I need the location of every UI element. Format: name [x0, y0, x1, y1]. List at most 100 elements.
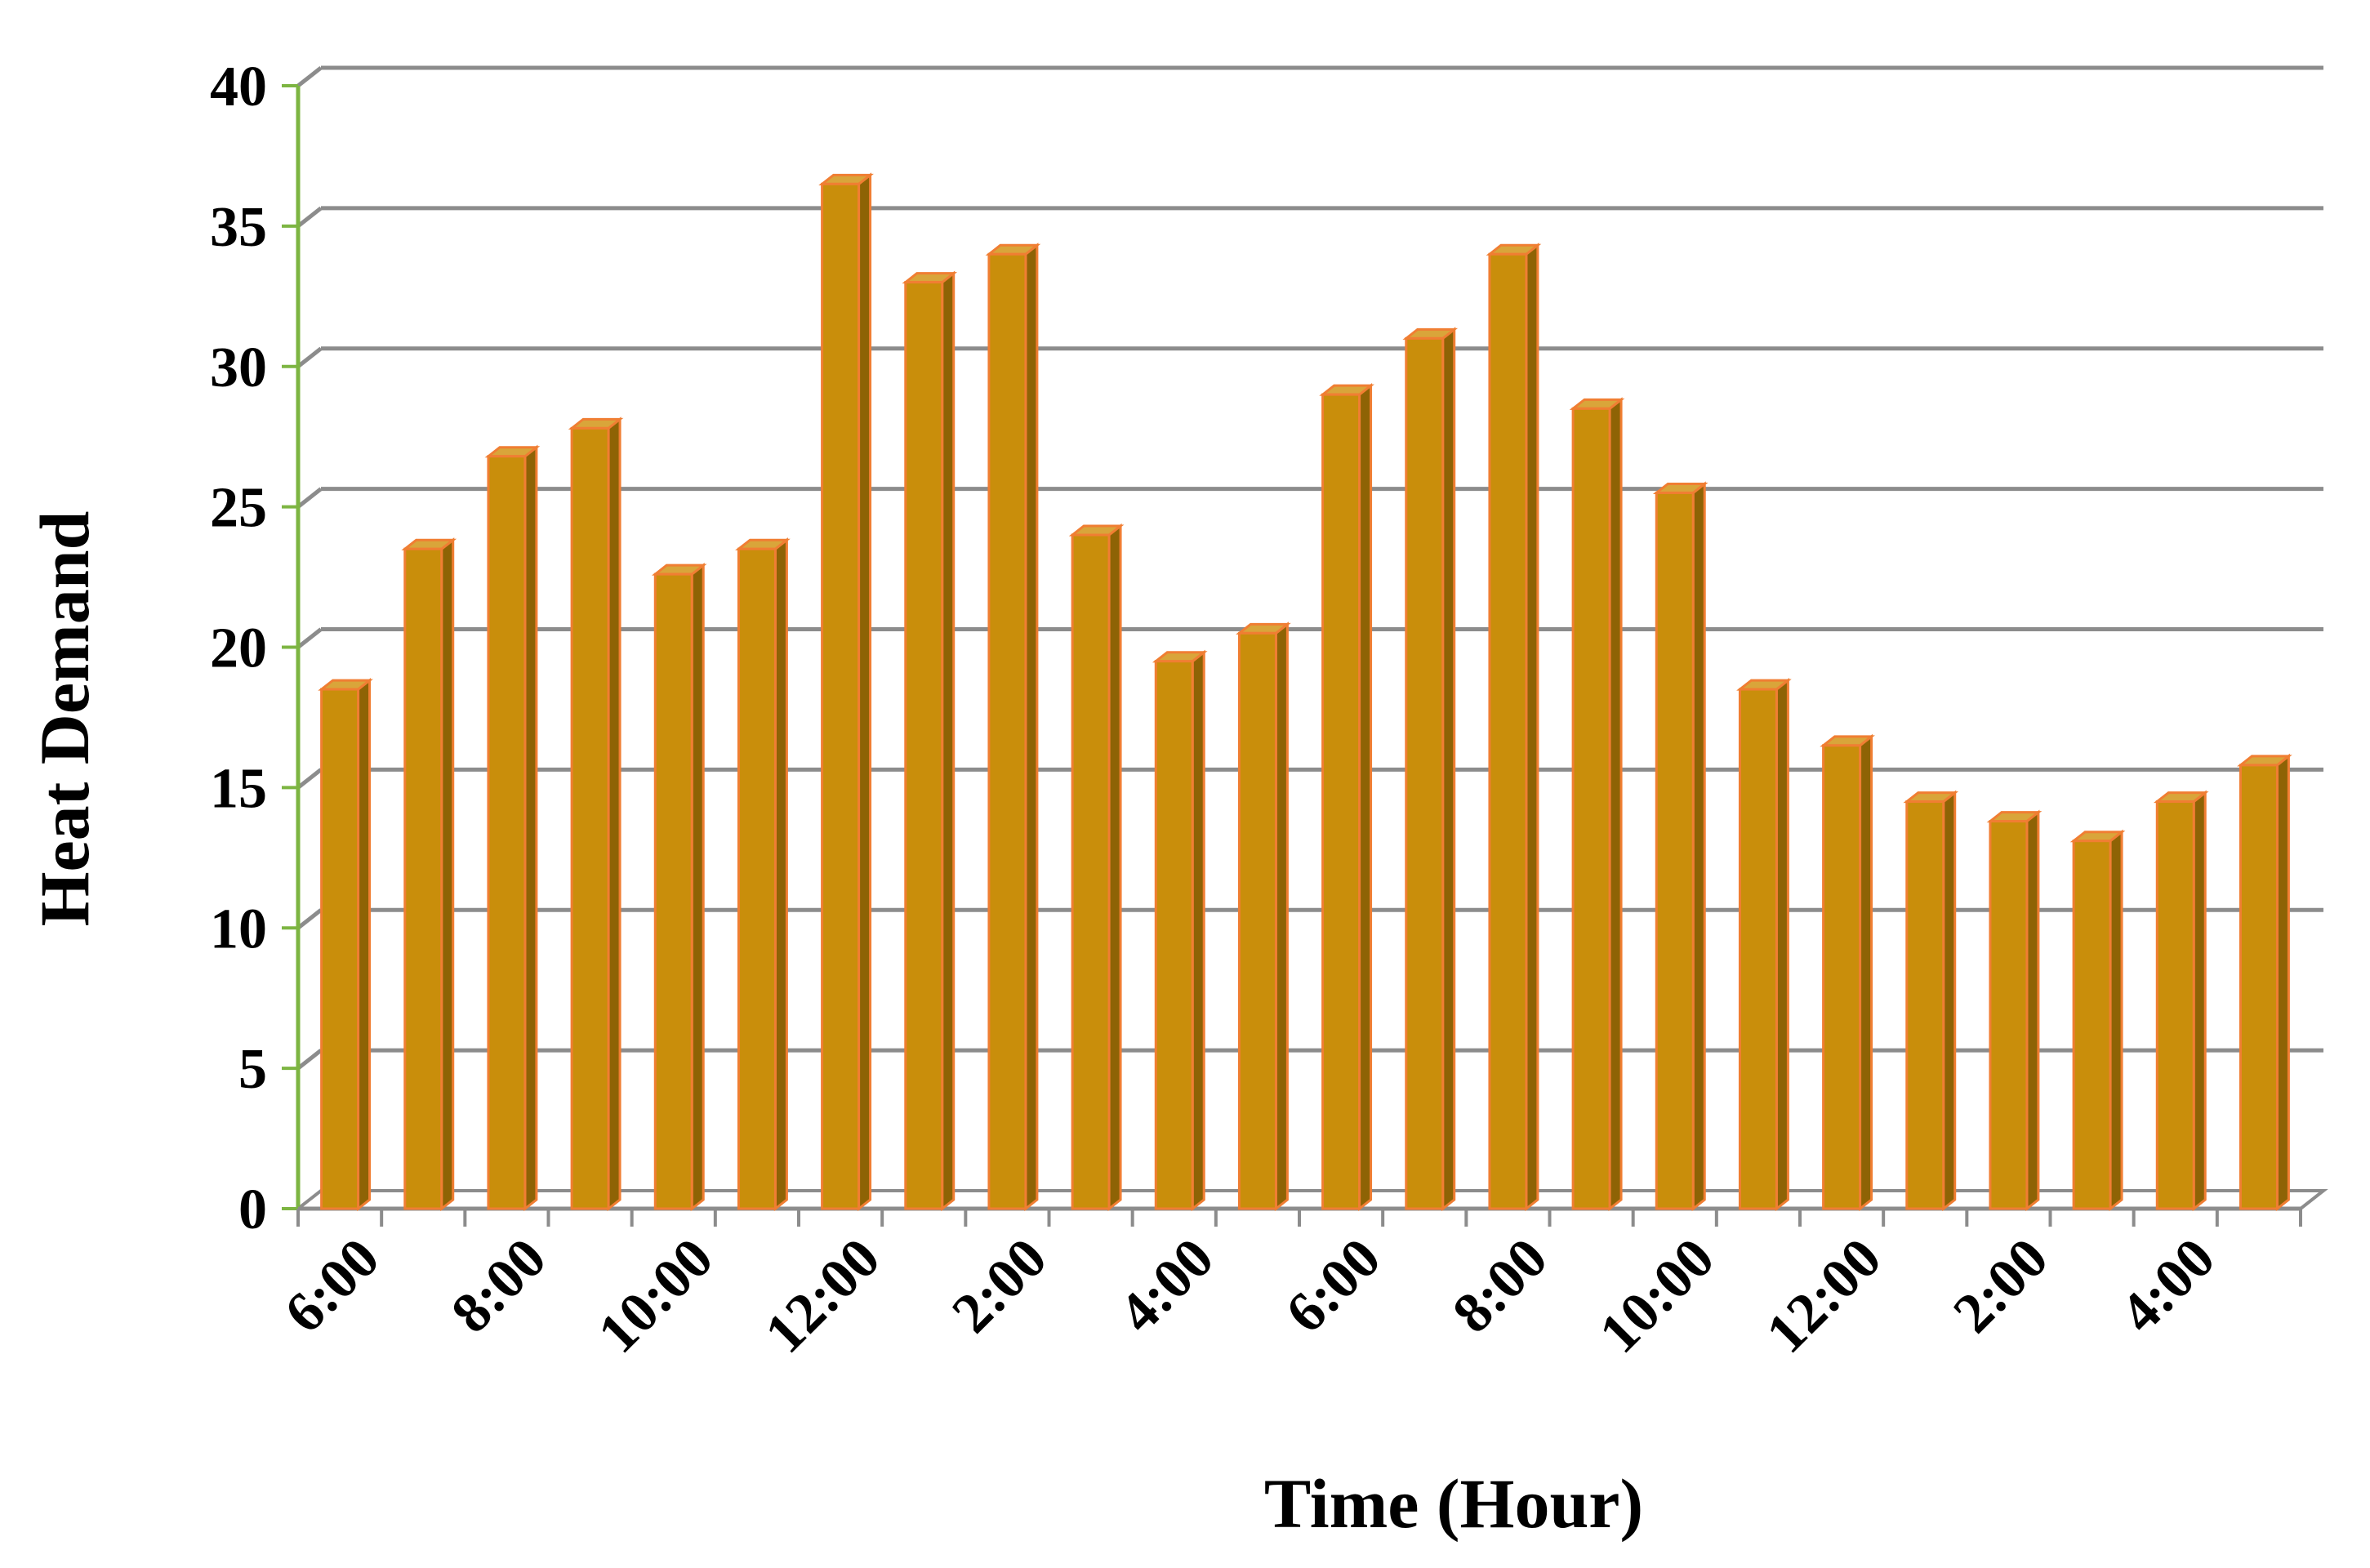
- x-tick-label: 4:00: [1107, 1227, 1226, 1345]
- bar-side: [858, 172, 872, 1212]
- bar-front: [403, 547, 443, 1210]
- bar: [1068, 523, 1125, 1212]
- bar-front: [904, 281, 944, 1210]
- x-tick-label: 12:00: [753, 1227, 892, 1365]
- bar: [318, 677, 373, 1212]
- bar-side: [2275, 753, 2290, 1212]
- x-tick-label: 4:00: [2109, 1227, 2227, 1345]
- bar-side: [440, 537, 455, 1212]
- bar-side: [523, 444, 538, 1212]
- bar-side: [1441, 327, 1456, 1212]
- bar-side: [1274, 621, 1289, 1212]
- bar-side: [1525, 243, 1539, 1212]
- bar-front: [570, 426, 610, 1210]
- bar: [1903, 790, 1959, 1212]
- x-tick-label: 10:00: [586, 1227, 725, 1365]
- bar-layer: [318, 172, 2292, 1212]
- bar-front: [1321, 393, 1361, 1210]
- x-tick-label: 10:00: [1588, 1227, 1726, 1365]
- bar: [2237, 753, 2292, 1212]
- gridline-connector: [296, 66, 323, 87]
- bar: [484, 444, 541, 1212]
- bar-front: [821, 182, 861, 1210]
- x-tick-label: 2:00: [941, 1227, 1059, 1345]
- y-tick-label: 25: [210, 477, 267, 540]
- bar-side: [941, 270, 956, 1212]
- bar: [1402, 327, 1459, 1212]
- bar-side: [1024, 243, 1039, 1212]
- bar: [401, 537, 457, 1212]
- bar-front: [1571, 407, 1611, 1210]
- bar-front: [1989, 820, 2029, 1210]
- bar-front: [1738, 688, 1778, 1210]
- bar-front: [2072, 840, 2112, 1210]
- bar-side: [690, 563, 705, 1212]
- bar-side: [1775, 677, 1789, 1212]
- bar: [818, 172, 874, 1212]
- y-axis-title: Heat Demand: [25, 511, 104, 927]
- bar-front: [2239, 764, 2279, 1210]
- bar: [735, 537, 791, 1212]
- gridline-connector: [296, 1049, 323, 1071]
- bar-front: [1655, 491, 1695, 1210]
- bar-front: [1905, 800, 1945, 1210]
- bar: [1820, 733, 1875, 1212]
- bar: [1652, 481, 1708, 1212]
- bar-side: [1358, 383, 1373, 1212]
- bar-front: [737, 547, 777, 1210]
- x-tick-label: 2:00: [1942, 1227, 2060, 1345]
- bar-side: [1942, 790, 1957, 1212]
- axis-layer: [282, 84, 2302, 1227]
- bar-side: [2025, 809, 2040, 1212]
- bar-front: [1405, 336, 1445, 1210]
- y-tick-label: 5: [238, 1038, 267, 1101]
- bar-front: [987, 252, 1027, 1210]
- bar-front: [1154, 660, 1194, 1210]
- bar-side: [1107, 523, 1122, 1212]
- bar-front: [1237, 631, 1277, 1210]
- bar-side: [2192, 790, 2207, 1212]
- gridline-connector: [296, 768, 323, 790]
- bar-front: [1488, 252, 1528, 1210]
- bar: [985, 243, 1041, 1212]
- bar-side: [1608, 397, 1623, 1212]
- bar: [1319, 383, 1374, 1212]
- bar-side: [1191, 649, 1205, 1212]
- gridline-connector: [296, 346, 323, 368]
- bar-front: [653, 572, 693, 1210]
- bar-side: [1691, 481, 1706, 1212]
- x-tick-label: 8:00: [1441, 1227, 1560, 1345]
- bar-side: [607, 416, 621, 1212]
- gridline-connector: [296, 908, 323, 930]
- x-axis-title: Time (Hour): [1264, 1464, 1643, 1543]
- y-tick-label: 20: [210, 617, 267, 680]
- bar: [902, 270, 958, 1212]
- bar-side: [357, 677, 372, 1212]
- gridline-connector: [296, 487, 323, 509]
- y-tick-label: 15: [210, 757, 267, 820]
- bar: [1569, 397, 1625, 1212]
- gridline-connector: [296, 206, 323, 228]
- bar: [651, 563, 707, 1212]
- bar-front: [1822, 744, 1862, 1210]
- bar-side: [773, 537, 788, 1212]
- y-tick-label: 40: [210, 56, 267, 118]
- bar: [1236, 621, 1291, 1212]
- bar: [1736, 677, 1792, 1212]
- bar: [2153, 790, 2209, 1212]
- y-tick-label: 30: [210, 336, 267, 399]
- x-tick-label: 6:00: [273, 1227, 391, 1345]
- gridline-connector: [296, 627, 323, 649]
- bar: [1152, 649, 1208, 1212]
- bar-front: [320, 688, 360, 1210]
- y-tick-label: 35: [210, 196, 267, 259]
- bar-front: [1071, 533, 1111, 1210]
- bar-side: [2109, 829, 2123, 1212]
- y-tick-label: 0: [238, 1178, 267, 1241]
- bar-front: [487, 455, 527, 1210]
- bar: [1486, 243, 1542, 1212]
- x-tick-label: 6:00: [1274, 1227, 1392, 1345]
- x-tick-label: 12:00: [1754, 1227, 1893, 1365]
- y-tick-label: 10: [210, 898, 267, 960]
